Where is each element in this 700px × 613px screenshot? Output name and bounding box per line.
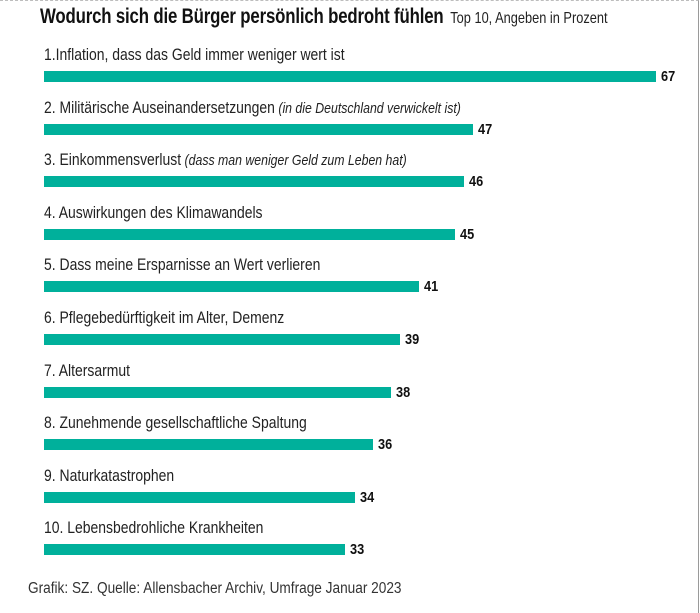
bar-value-label: 46	[469, 173, 484, 191]
bar	[44, 281, 419, 293]
bar-label-text: 9. Naturkatastrophen	[44, 465, 175, 485]
bar	[44, 123, 474, 135]
bar-label: 9. Naturkatastrophen	[44, 466, 174, 486]
bar	[44, 439, 373, 451]
bar	[44, 71, 656, 82]
bar-label: 8. Zunehmende gesellschaftliche Spaltung	[44, 413, 307, 433]
bar-label-text: 3. Einkommensverlust	[44, 150, 182, 170]
bar-label: 1.Inflation, dass das Geld immer weniger…	[44, 45, 345, 65]
bar	[44, 334, 401, 345]
bar-value-label: 33	[350, 541, 365, 559]
bar-label-text: 6. Pflegebedürftigkeit im Alter, Demenz	[44, 308, 285, 327]
bar	[44, 386, 392, 398]
bar-label: 7. Altersarmut	[44, 361, 130, 381]
bar-label: 4. Auswirkungen des Klimawandels	[44, 203, 263, 223]
chart-header: Wodurch sich die Bürger persönlich bedro…	[40, 5, 608, 29]
bar-value-label: 47	[478, 120, 493, 138]
bar	[44, 491, 355, 503]
bar-label-text: 1.Inflation, dass das Geld immer weniger…	[44, 45, 345, 64]
bar	[44, 228, 456, 240]
bar-value-label: 39	[405, 331, 420, 348]
bar-label-note: (in die Deutschland verwickelt ist)	[274, 99, 461, 117]
bar-value-label: 38	[396, 383, 411, 401]
bar	[44, 544, 346, 556]
bar-label-text: 7. Altersarmut	[44, 360, 130, 380]
bar-value-label: 34	[359, 488, 374, 506]
bar	[44, 176, 465, 188]
bar-value-label: 41	[423, 278, 438, 296]
bar-label-note: (dass man weniger Geld zum Leben hat)	[181, 152, 407, 170]
bar-value-label: 45	[460, 225, 475, 243]
bar-label-text: 4. Auswirkungen des Klimawandels	[44, 202, 263, 222]
bar-label-text: 2. Militärische Auseinandersetzungen	[44, 97, 275, 117]
bar-label-text: 5. Dass meine Ersparnisse an Wert verlie…	[44, 255, 321, 275]
bar-label: 6. Pflegebedürftigkeit im Alter, Demenz	[44, 308, 284, 328]
bar-label: 2. Militärische Auseinandersetzungen (in…	[44, 98, 461, 118]
bar-label-text: 8. Zunehmende gesellschaftliche Spaltung	[44, 413, 307, 433]
bar-value-label: 36	[377, 436, 393, 454]
bar-label-text: 10. Lebensbedrohliche Krankheiten	[44, 518, 264, 538]
bar-label: 5. Dass meine Ersparnisse an Wert verlie…	[44, 255, 320, 275]
bar-label: 3. Einkommensverlust (dass man weniger G…	[44, 150, 407, 170]
chart-subtitle: Top 10, Angeben in Prozent	[450, 10, 608, 27]
bar-label: 10. Lebensbedrohliche Krankheiten	[44, 518, 263, 538]
chart-title: Wodurch sich die Bürger persönlich bedro…	[40, 5, 444, 28]
bar-value-label: 67	[661, 68, 676, 85]
source-footer: Grafik: SZ. Quelle: Allensbacher Archiv,…	[28, 580, 402, 597]
